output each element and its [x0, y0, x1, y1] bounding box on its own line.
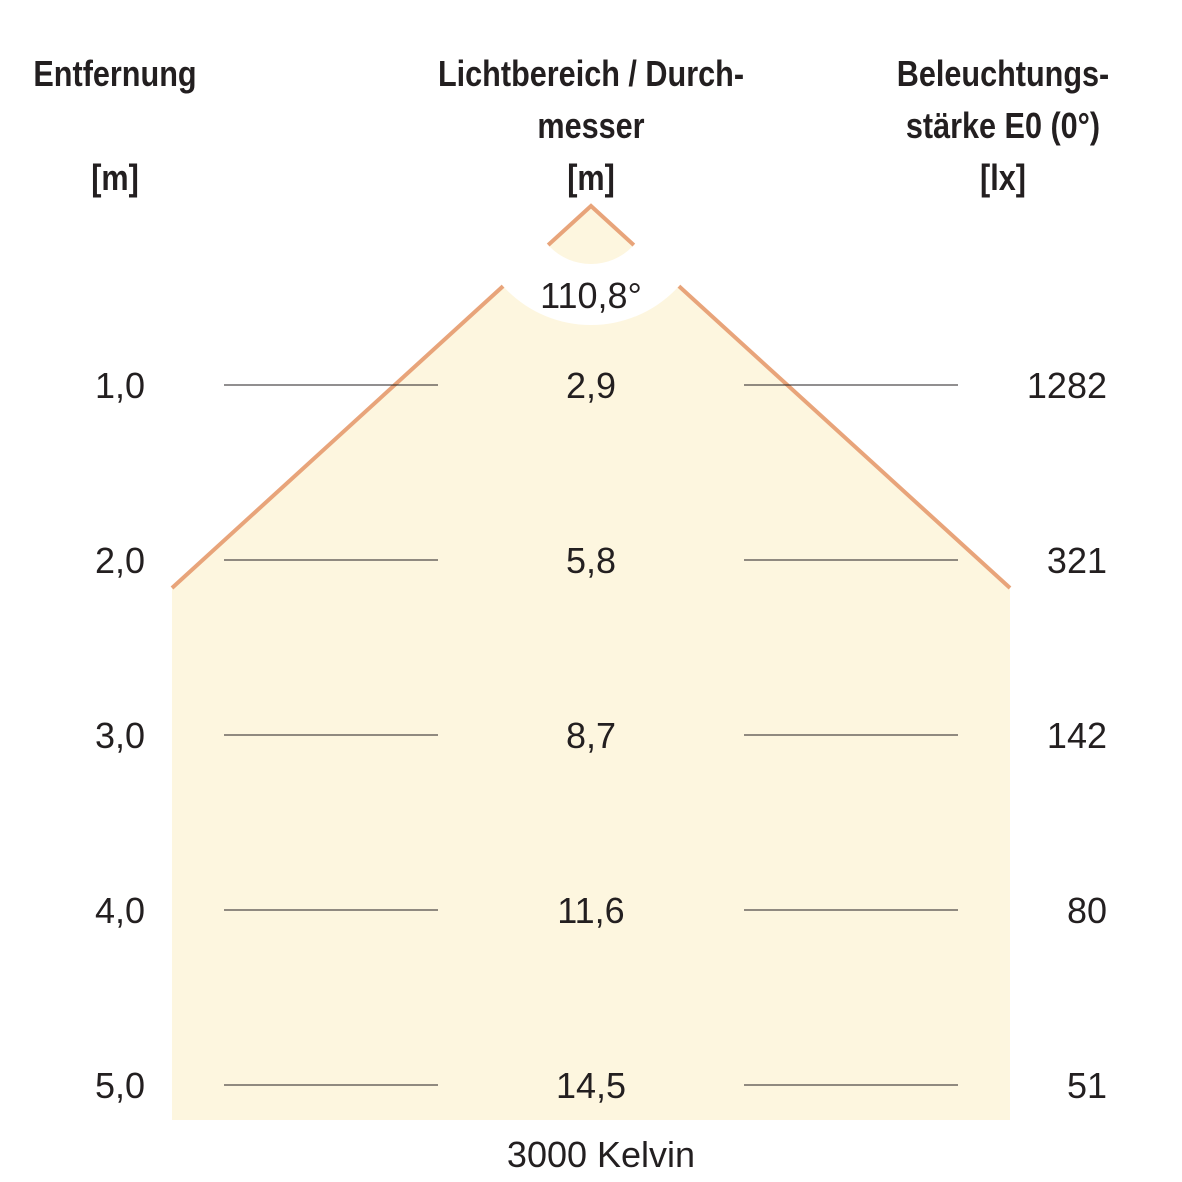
header-distance: Entfernung [m]: [26, 48, 205, 204]
diameter-value: 2,9: [566, 365, 616, 406]
header-diameter-line: Lichtbereich / Durch-: [437, 53, 745, 94]
illuminance-value: 51: [1067, 1065, 1107, 1106]
distance-value: 1,0: [95, 365, 145, 406]
distance-value: 4,0: [95, 890, 145, 931]
header-illuminance-unit: [lx]: [980, 157, 1026, 198]
distance-value: 2,0: [95, 540, 145, 581]
beam-angle-label: 110,8°: [540, 275, 642, 316]
diameter-value: 5,8: [566, 540, 616, 581]
header-illuminance-line: Beleuchtungs-: [896, 53, 1110, 94]
color-temperature-label: 3000 Kelvin: [507, 1134, 695, 1175]
diameter-value: 8,7: [566, 715, 616, 756]
header-distance-unit: [m]: [91, 157, 139, 198]
diameter-value: 11,6: [557, 890, 624, 931]
header-illuminance-line: stärke E0 (0°): [905, 105, 1101, 146]
diameter-value: 14,5: [556, 1065, 626, 1106]
header-illuminance: Beleuchtungs- stärke E0 (0°) [lx]: [876, 48, 1131, 204]
illuminance-value: 1282: [1027, 365, 1107, 406]
distance-value: 5,0: [95, 1065, 145, 1106]
header-distance-line: Entfernung: [33, 53, 197, 94]
light-cone-edge: [170, 203, 1012, 590]
header-diameter-line: messer: [537, 105, 645, 146]
distance-value: 3,0: [95, 715, 145, 756]
header-diameter-unit: [m]: [567, 157, 615, 198]
header-diameter: Lichtbereich / Durch- messer [m]: [421, 48, 761, 204]
light-cone-fill: [172, 206, 1010, 1120]
illuminance-value: 142: [1047, 715, 1107, 756]
illuminance-value: 321: [1047, 540, 1107, 581]
illuminance-value: 80: [1067, 890, 1107, 931]
